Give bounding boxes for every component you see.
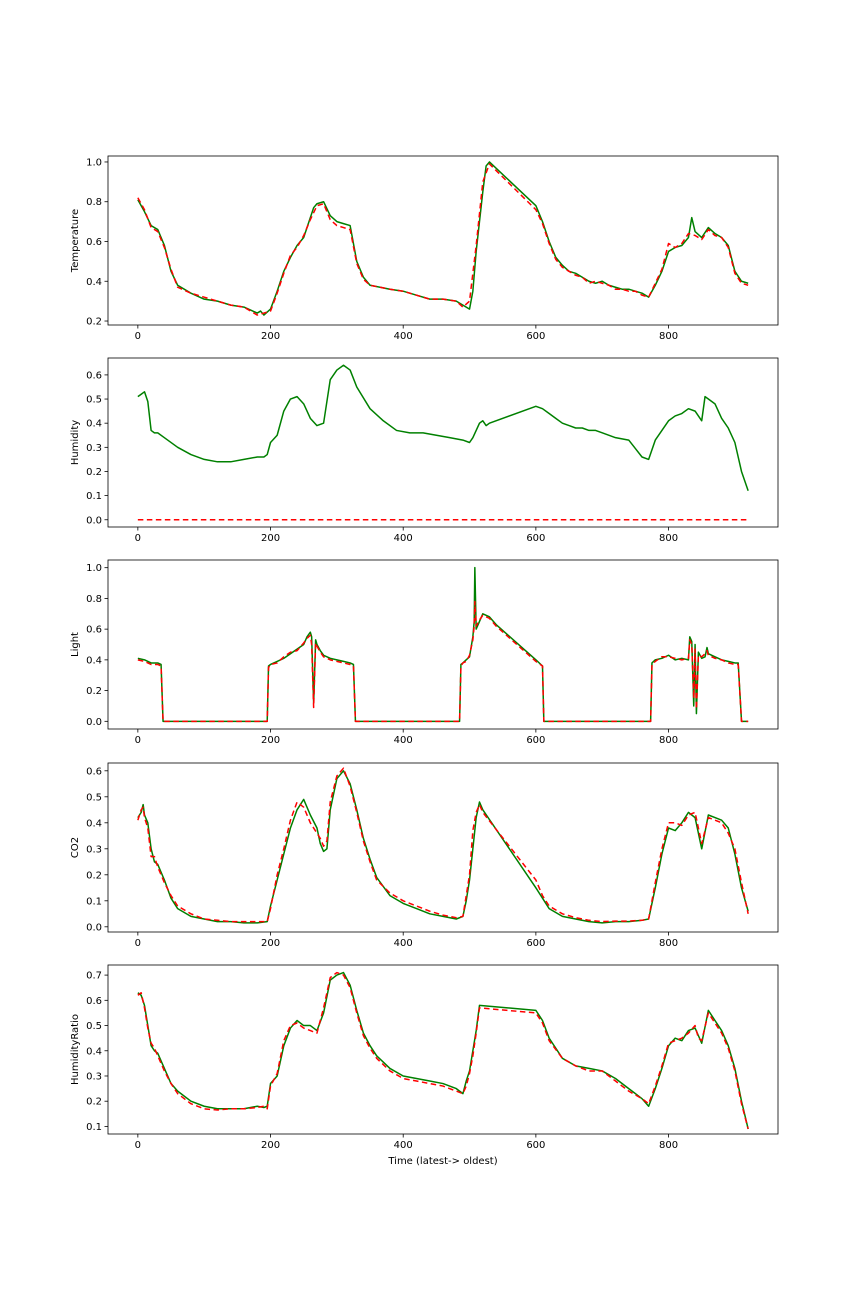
- predicted-series-line: [137, 600, 749, 723]
- x-tick-label: 600: [526, 938, 545, 949]
- subplot-humidity: 0 200 400 600 800 0.0 0.1 0.2 0.3 0.4 0.5 0.6 Humidi…: [70, 357, 779, 544]
- y-tick-label: 0.6: [86, 766, 102, 777]
- plot-frame: [107, 155, 779, 326]
- x-tick-label: 800: [659, 938, 678, 949]
- y-tick-label: 0.6: [86, 237, 102, 248]
- y-tick-label: 0.3: [86, 1071, 102, 1082]
- y-tick-label: 0.5: [86, 792, 102, 803]
- y-tick-label: 0.4: [86, 1046, 102, 1057]
- x-tick-label: 0: [135, 533, 141, 544]
- y-axis-label: Humidity: [70, 420, 81, 465]
- x-tick-label: 0: [135, 938, 141, 949]
- y-tick-label: 0.3: [86, 844, 102, 855]
- predicted-series-line: [137, 767, 749, 923]
- x-axis-label: Time (latest-> oldest): [387, 1156, 497, 1167]
- actual-series-line: [137, 566, 749, 723]
- y-tick-label: 0.1: [86, 1122, 102, 1133]
- y-tick-label: 0.1: [86, 896, 102, 907]
- y-axis-label: HumidityRatio: [70, 1014, 81, 1085]
- subplot-temperature: 0 200 400 600 800 0.2 0.4 0.6 0.8 1.0 Temperature: [70, 155, 779, 342]
- x-tick-label: 400: [394, 1140, 413, 1151]
- predicted-series-line: [137, 163, 749, 316]
- actual-series-line: [137, 161, 749, 316]
- y-tick-label: 0.4: [86, 419, 102, 430]
- y-tick-label: 0.3: [86, 443, 102, 454]
- x-tick-label: 800: [659, 533, 678, 544]
- x-tick-label: 600: [526, 331, 545, 342]
- actual-series-line: [137, 770, 749, 924]
- subplot-light: 0 200 400 600 800 0.0 0.2 0.4 0.6 0.8 1.0 Light: [70, 559, 779, 746]
- subplot-co2: 0 200 400 600 800 0.0 0.1 0.2 0.3 0.4 0.5 0.6 CO2: [70, 762, 779, 949]
- plot-frame: [107, 357, 779, 528]
- y-tick-label: 0.1: [86, 491, 102, 502]
- y-tick-label: 0.0: [86, 922, 102, 933]
- y-tick-label: 0.8: [86, 594, 102, 605]
- y-tick-label: 0.0: [86, 717, 102, 728]
- x-tick-label: 200: [261, 331, 280, 342]
- x-tick-label: 400: [394, 938, 413, 949]
- y-tick-label: 0.2: [86, 1097, 102, 1108]
- x-tick-label: 400: [394, 331, 413, 342]
- x-tick-label: 0: [135, 735, 141, 746]
- x-tick-label: 600: [526, 735, 545, 746]
- x-tick-label: 800: [659, 1140, 678, 1151]
- y-tick-label: 0.4: [86, 818, 102, 829]
- actual-series-line: [137, 971, 749, 1130]
- x-tick-label: 800: [659, 331, 678, 342]
- x-tick-label: 0: [135, 1140, 141, 1151]
- x-tick-label: 800: [659, 735, 678, 746]
- plot-frame: [107, 559, 779, 730]
- y-tick-label: 0.0: [86, 515, 102, 526]
- y-tick-label: 0.2: [86, 870, 102, 881]
- actual-series-line: [137, 364, 749, 492]
- y-tick-label: 0.2: [86, 686, 102, 697]
- x-tick-label: 600: [526, 533, 545, 544]
- x-tick-label: 400: [394, 533, 413, 544]
- y-tick-label: 0.4: [86, 277, 102, 288]
- x-tick-label: 200: [261, 533, 280, 544]
- x-tick-label: 200: [261, 1140, 280, 1151]
- y-tick-label: 0.4: [86, 655, 102, 666]
- y-tick-label: 1.0: [86, 563, 102, 574]
- x-tick-label: 600: [526, 1140, 545, 1151]
- y-tick-label: 0.8: [86, 197, 102, 208]
- x-tick-label: 200: [261, 938, 280, 949]
- x-tick-label: 0: [135, 331, 141, 342]
- y-tick-label: 0.7: [86, 971, 102, 982]
- y-tick-label: 1.0: [86, 157, 102, 168]
- y-tick-label: 0.6: [86, 996, 102, 1007]
- y-axis-label: Light: [70, 632, 81, 657]
- predicted-series-line: [137, 971, 749, 1130]
- y-axis-label: CO2: [70, 837, 81, 858]
- x-tick-label: 400: [394, 735, 413, 746]
- plot-frame: [107, 762, 779, 933]
- x-tick-label: 200: [261, 735, 280, 746]
- y-tick-label: 0.6: [86, 625, 102, 636]
- y-tick-label: 0.5: [86, 395, 102, 406]
- y-axis-label: Temperature: [70, 209, 81, 273]
- subplot-humidityratio: 0 200 400 600 800 0.1 0.2 0.3 0.4 0.5 0.6 0.7 Humidi…: [70, 964, 779, 1151]
- y-tick-label: 0.6: [86, 370, 102, 381]
- y-tick-label: 0.5: [86, 1021, 102, 1032]
- y-tick-label: 0.2: [86, 467, 102, 478]
- y-tick-label: 0.2: [86, 317, 102, 328]
- plot-frame: [107, 964, 779, 1135]
